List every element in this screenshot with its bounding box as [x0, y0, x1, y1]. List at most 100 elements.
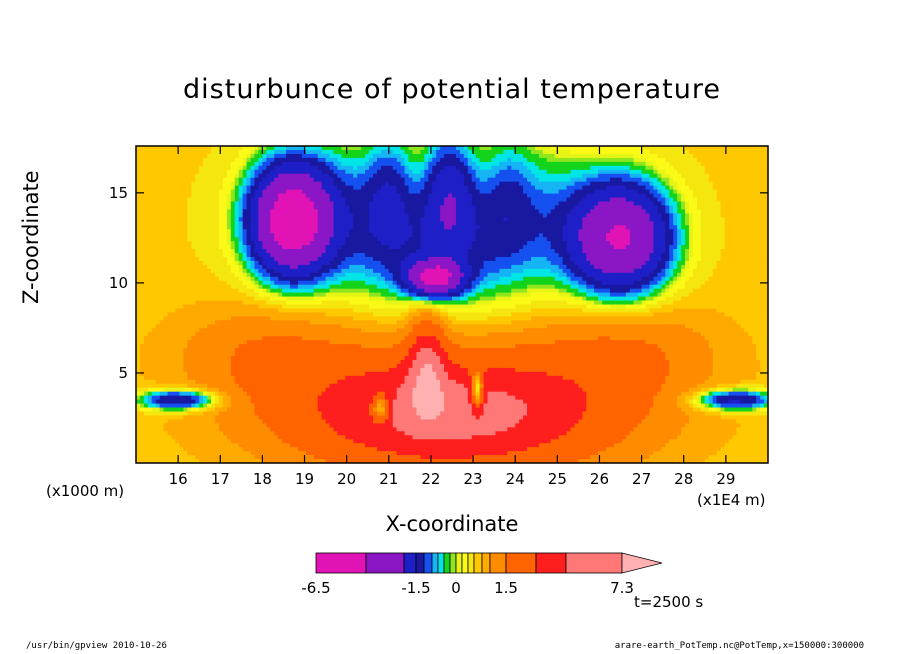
contour-cell: [329, 395, 334, 401]
contour-cell: [380, 256, 386, 262]
contour-cell: [242, 383, 248, 389]
contour-cell: [238, 213, 244, 218]
contour-cell: [258, 375, 263, 381]
contour-cell: [294, 181, 299, 187]
contour-cell: [167, 245, 173, 250]
contour-cell: [159, 399, 165, 405]
contour-cell: [333, 344, 338, 349]
contour-cell: [199, 252, 204, 258]
contour-cell: [234, 153, 240, 159]
contour-cell: [373, 173, 378, 179]
contour-cell: [207, 423, 212, 428]
contour-cell: [270, 217, 275, 222]
contour-cell: [262, 272, 267, 278]
contour-cell: [258, 193, 263, 199]
contour-cell: [309, 157, 315, 163]
contour-cell: [357, 403, 362, 409]
contour-cell: [357, 185, 362, 191]
contour-cell: [361, 459, 366, 464]
contour-cell: [286, 185, 291, 191]
contour-cell: [195, 356, 200, 361]
contour-cell: [321, 451, 327, 456]
contour-cell: [297, 189, 303, 195]
contour-cell: [317, 252, 323, 258]
contour-cell: [230, 252, 236, 258]
contour-cell: [234, 443, 240, 448]
contour-cell: [376, 427, 382, 432]
contour-cell: [234, 268, 240, 274]
contour-cell: [325, 245, 331, 250]
contour-cell: [187, 443, 192, 448]
contour-cell: [278, 221, 283, 226]
contour-cell: [337, 280, 342, 286]
contour-cell: [313, 348, 319, 353]
contour-cell: [274, 173, 279, 179]
contour-cell: [294, 363, 299, 369]
contour-cell: [139, 288, 145, 294]
contour-cell: [175, 268, 180, 274]
contour-cell: [238, 371, 244, 377]
contour-cell: [321, 308, 327, 313]
contour-cell: [333, 153, 338, 159]
contour-cell: [337, 284, 342, 290]
contour-cell: [357, 165, 362, 171]
contour-cell: [341, 268, 346, 274]
contour-cell: [266, 375, 271, 381]
contour-cell: [230, 161, 236, 167]
contour-cell: [179, 332, 184, 337]
contour-cell: [191, 221, 196, 226]
contour-cell: [226, 344, 232, 349]
contour-cell: [266, 324, 271, 329]
contour-cell: [211, 391, 216, 397]
contour-cell: [274, 320, 279, 325]
contour-cell: [203, 352, 208, 357]
contour-cell: [294, 439, 299, 444]
contour-cell: [218, 288, 224, 294]
contour-cell: [317, 197, 323, 202]
contour-cell: [171, 435, 176, 440]
contour-cell: [175, 348, 180, 353]
contour-cell: [195, 328, 200, 333]
contour-cell: [262, 233, 267, 238]
contour-cell: [290, 177, 295, 183]
contour-cell: [147, 359, 153, 365]
contour-cell: [301, 205, 307, 210]
contour-cell: [313, 225, 319, 230]
contour-cell: [218, 320, 224, 325]
contour-cell: [143, 435, 149, 440]
contour-cell: [294, 431, 299, 436]
contour-cell: [373, 157, 378, 163]
contour-cell: [329, 431, 334, 436]
contour-cell: [151, 205, 157, 210]
contour-cell: [254, 352, 259, 357]
contour-cell: [203, 276, 208, 282]
contour-cell: [380, 272, 386, 278]
contour-cell: [369, 221, 374, 226]
contour-cell: [163, 284, 169, 290]
contour-cell: [254, 237, 259, 242]
contour-cell: [262, 439, 267, 444]
contour-cell: [207, 209, 212, 214]
contour-cell: [274, 189, 279, 195]
contour-cell: [159, 276, 165, 282]
contour-cell: [349, 407, 354, 412]
contour-cell: [345, 296, 350, 302]
contour-cell: [262, 312, 267, 317]
contour-cell: [179, 149, 184, 155]
contour-cell: [187, 161, 192, 167]
contour-cell: [345, 340, 350, 345]
contour-cell: [369, 387, 374, 393]
contour-cell: [254, 256, 259, 262]
contour-cell: [250, 439, 255, 444]
contour-cell: [143, 308, 149, 313]
contour-cell: [369, 189, 374, 195]
contour-cell: [301, 399, 307, 405]
contour-cell: [294, 245, 299, 250]
contour-cell: [155, 308, 161, 313]
contour-cell: [242, 169, 248, 175]
contour-cell: [187, 284, 192, 290]
contour-cell: [270, 431, 275, 436]
contour-cell: [238, 185, 244, 191]
contour-cell: [242, 344, 248, 349]
contour-cell: [282, 276, 287, 282]
